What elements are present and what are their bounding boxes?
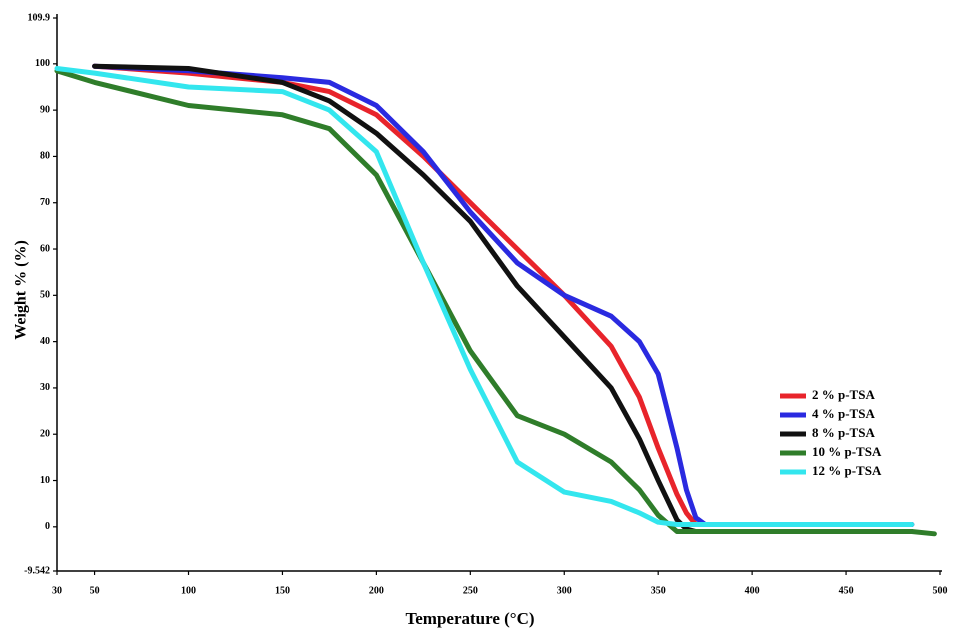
x-tick-label: 500 — [933, 585, 948, 596]
y-tick-label: 20 — [40, 429, 50, 440]
data-line — [92, 63, 915, 527]
data-line — [92, 63, 915, 527]
y-tick-label: 40 — [40, 336, 50, 347]
data-line — [54, 66, 915, 527]
x-tick-label: 350 — [651, 585, 666, 596]
x-tick-label: 400 — [745, 585, 760, 596]
y-tick-label: -9.542 — [24, 565, 50, 576]
x-tick-label: 300 — [557, 585, 572, 596]
y-tick-label: 70 — [40, 197, 50, 208]
x-tick-label: 30 — [52, 585, 62, 596]
legend-label: 8 % p-TSA — [812, 425, 875, 440]
x-tick-label: 150 — [275, 585, 290, 596]
y-tick-label: 100 — [35, 58, 50, 69]
legend-label: 12 % p-TSA — [812, 463, 882, 478]
y-tick-label: 60 — [40, 243, 50, 254]
x-tick-label: 200 — [369, 585, 384, 596]
x-axis-label: Temperature (°C) — [405, 609, 534, 628]
y-tick-label: 90 — [40, 104, 50, 115]
x-tick-label: 100 — [181, 585, 196, 596]
legend-label: 10 % p-TSA — [812, 444, 882, 459]
y-tick-label: 10 — [40, 475, 50, 486]
y-tick-label: 109.9 — [28, 12, 51, 23]
x-tick-label: 250 — [463, 585, 478, 596]
y-tick-label: 80 — [40, 151, 50, 162]
x-tick-label: 50 — [90, 585, 100, 596]
data-line — [54, 68, 937, 537]
legend-label: 4 % p-TSA — [812, 406, 875, 421]
y-axis-label: Weight % (%) — [13, 240, 30, 340]
x-tick-label: 450 — [839, 585, 854, 596]
y-tick-label: 30 — [40, 382, 50, 393]
data-line — [92, 63, 915, 534]
legend-label: 2 % p-TSA — [812, 387, 875, 402]
y-tick-label: 0 — [45, 521, 50, 532]
y-tick-label: 50 — [40, 290, 50, 301]
